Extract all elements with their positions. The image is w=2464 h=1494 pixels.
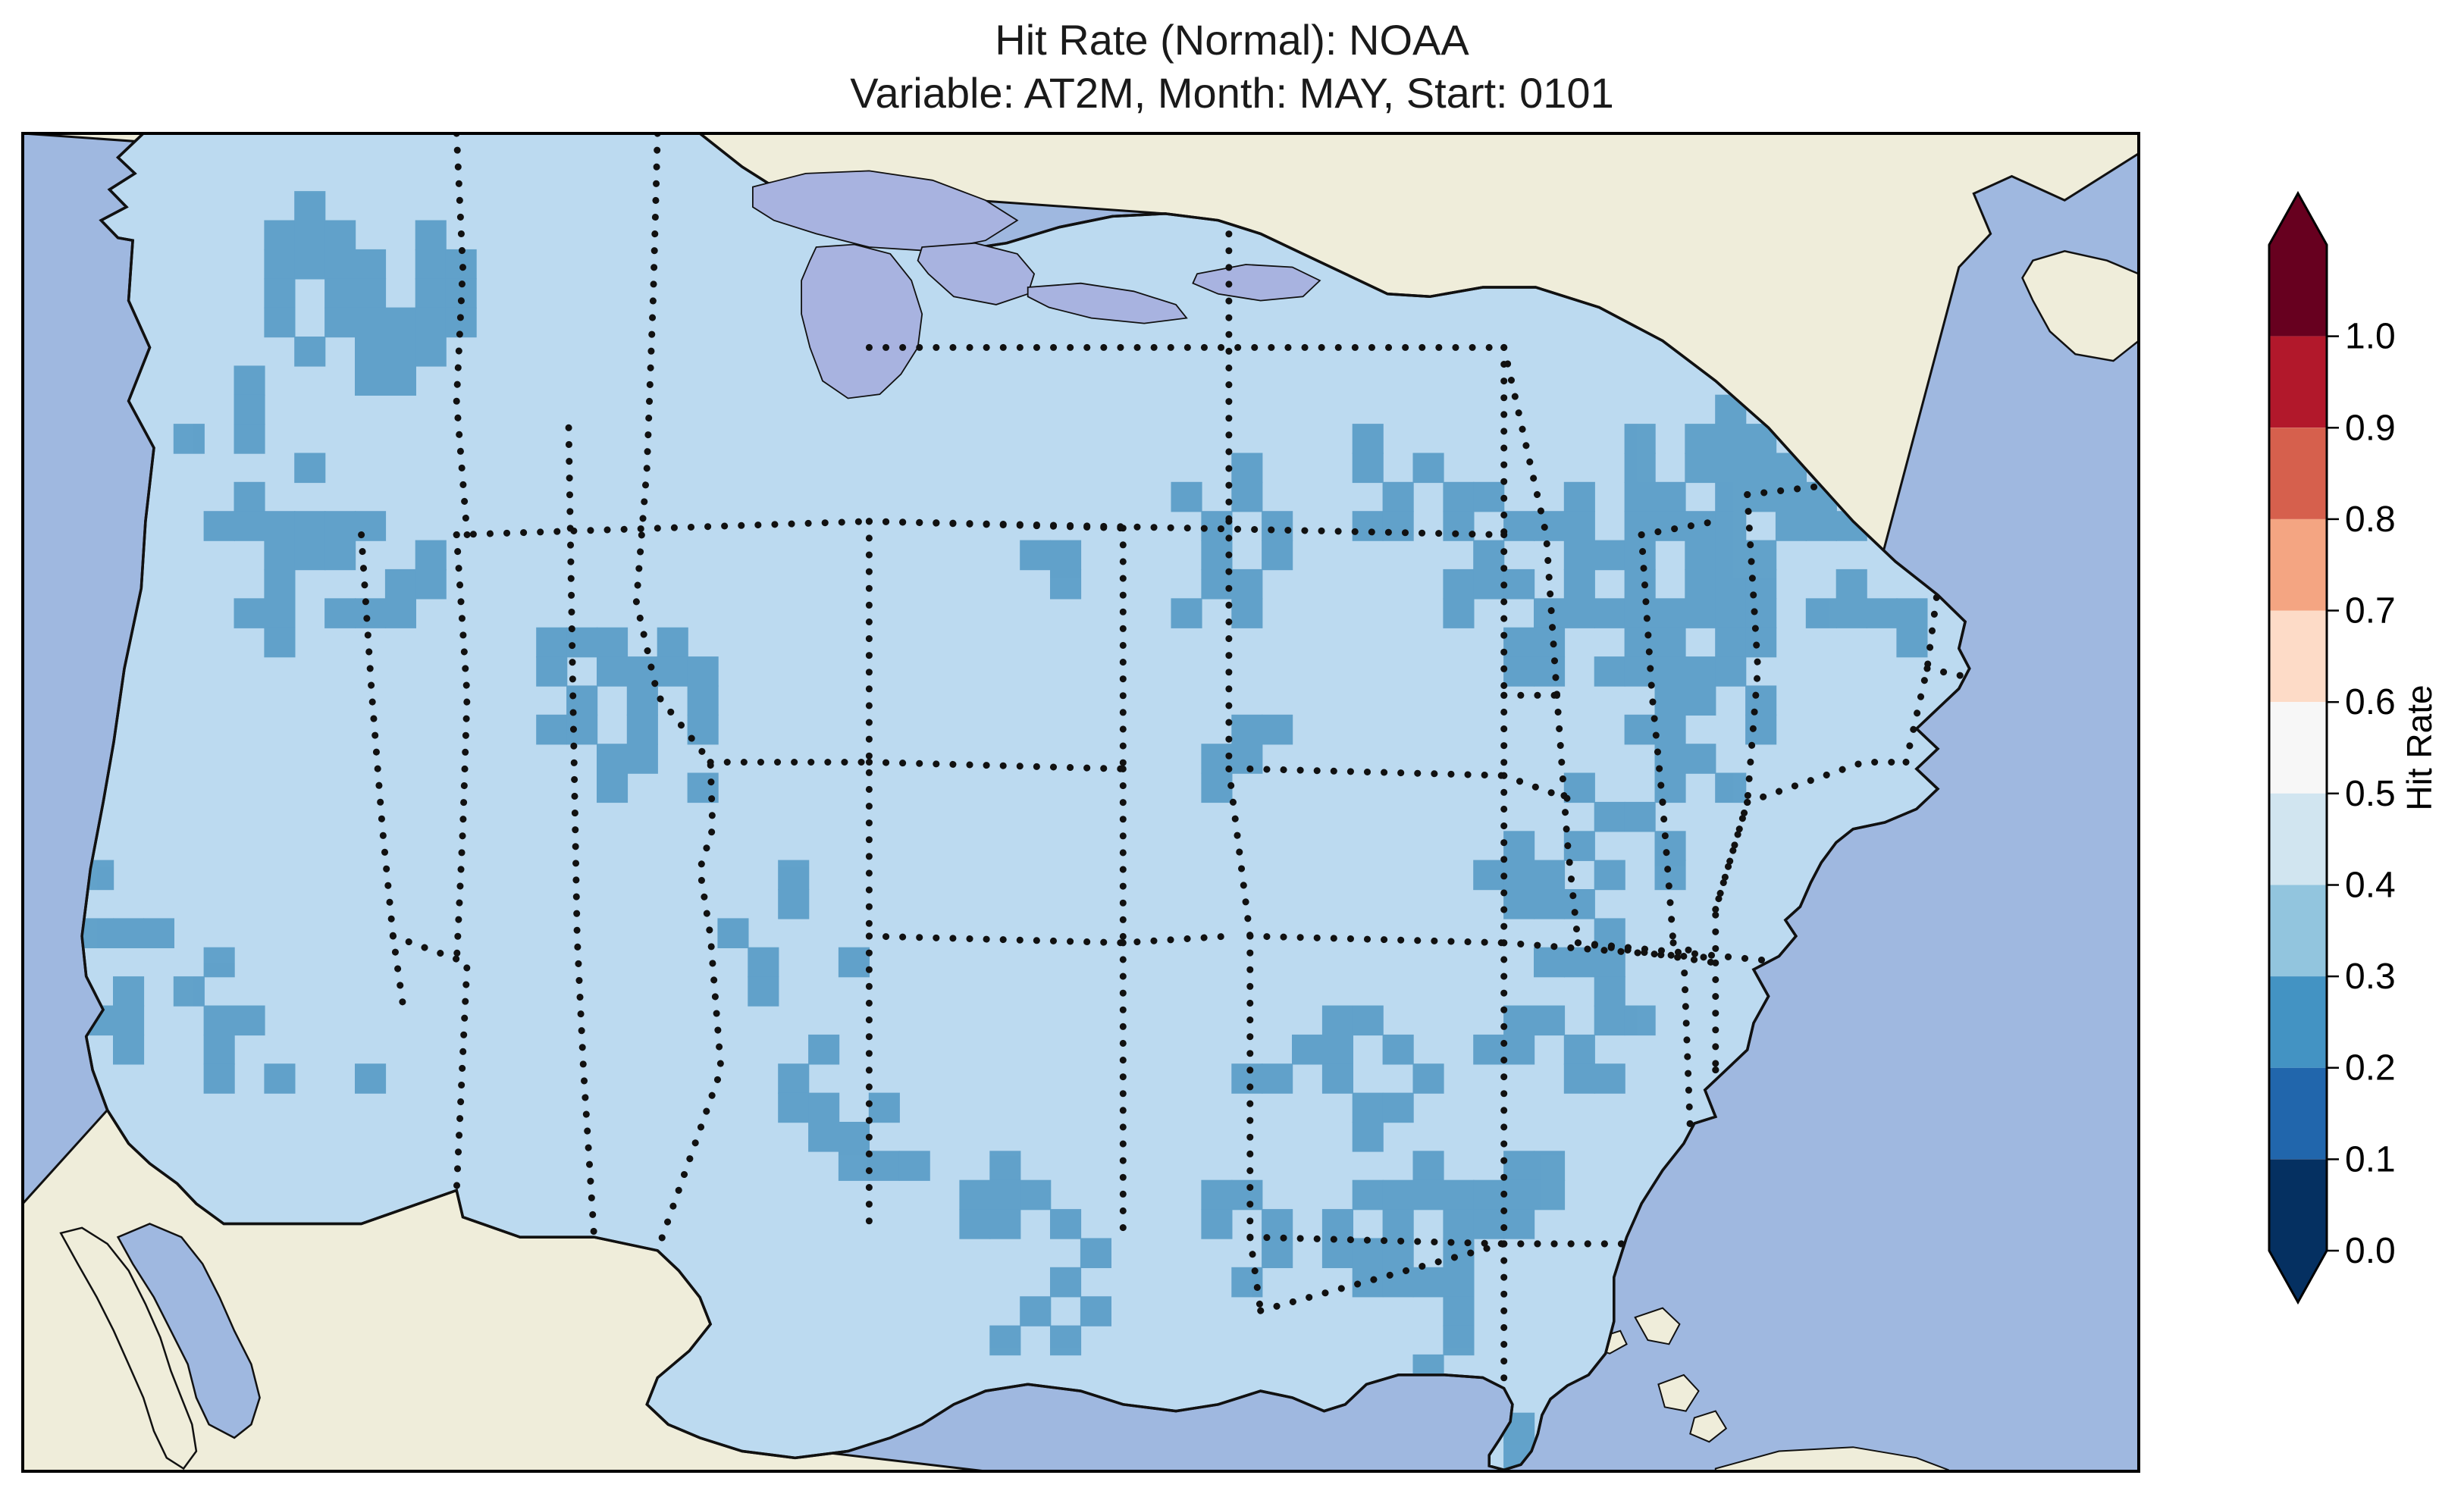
svg-text:1.0: 1.0	[2345, 317, 2396, 357]
svg-text:0.3: 0.3	[2345, 957, 2396, 997]
svg-text:0.9: 0.9	[2345, 408, 2396, 448]
svg-text:Hit Rate: Hit Rate	[2400, 684, 2439, 810]
svg-text:0.0: 0.0	[2345, 1231, 2396, 1271]
svg-text:0.7: 0.7	[2345, 591, 2396, 631]
svg-text:0.2: 0.2	[2345, 1048, 2396, 1088]
svg-text:0.8: 0.8	[2345, 500, 2396, 540]
svg-text:0.6: 0.6	[2345, 682, 2396, 722]
svg-text:0.1: 0.1	[2345, 1139, 2396, 1179]
svg-text:0.5: 0.5	[2345, 774, 2396, 814]
svg-text:0.4: 0.4	[2345, 866, 2396, 906]
